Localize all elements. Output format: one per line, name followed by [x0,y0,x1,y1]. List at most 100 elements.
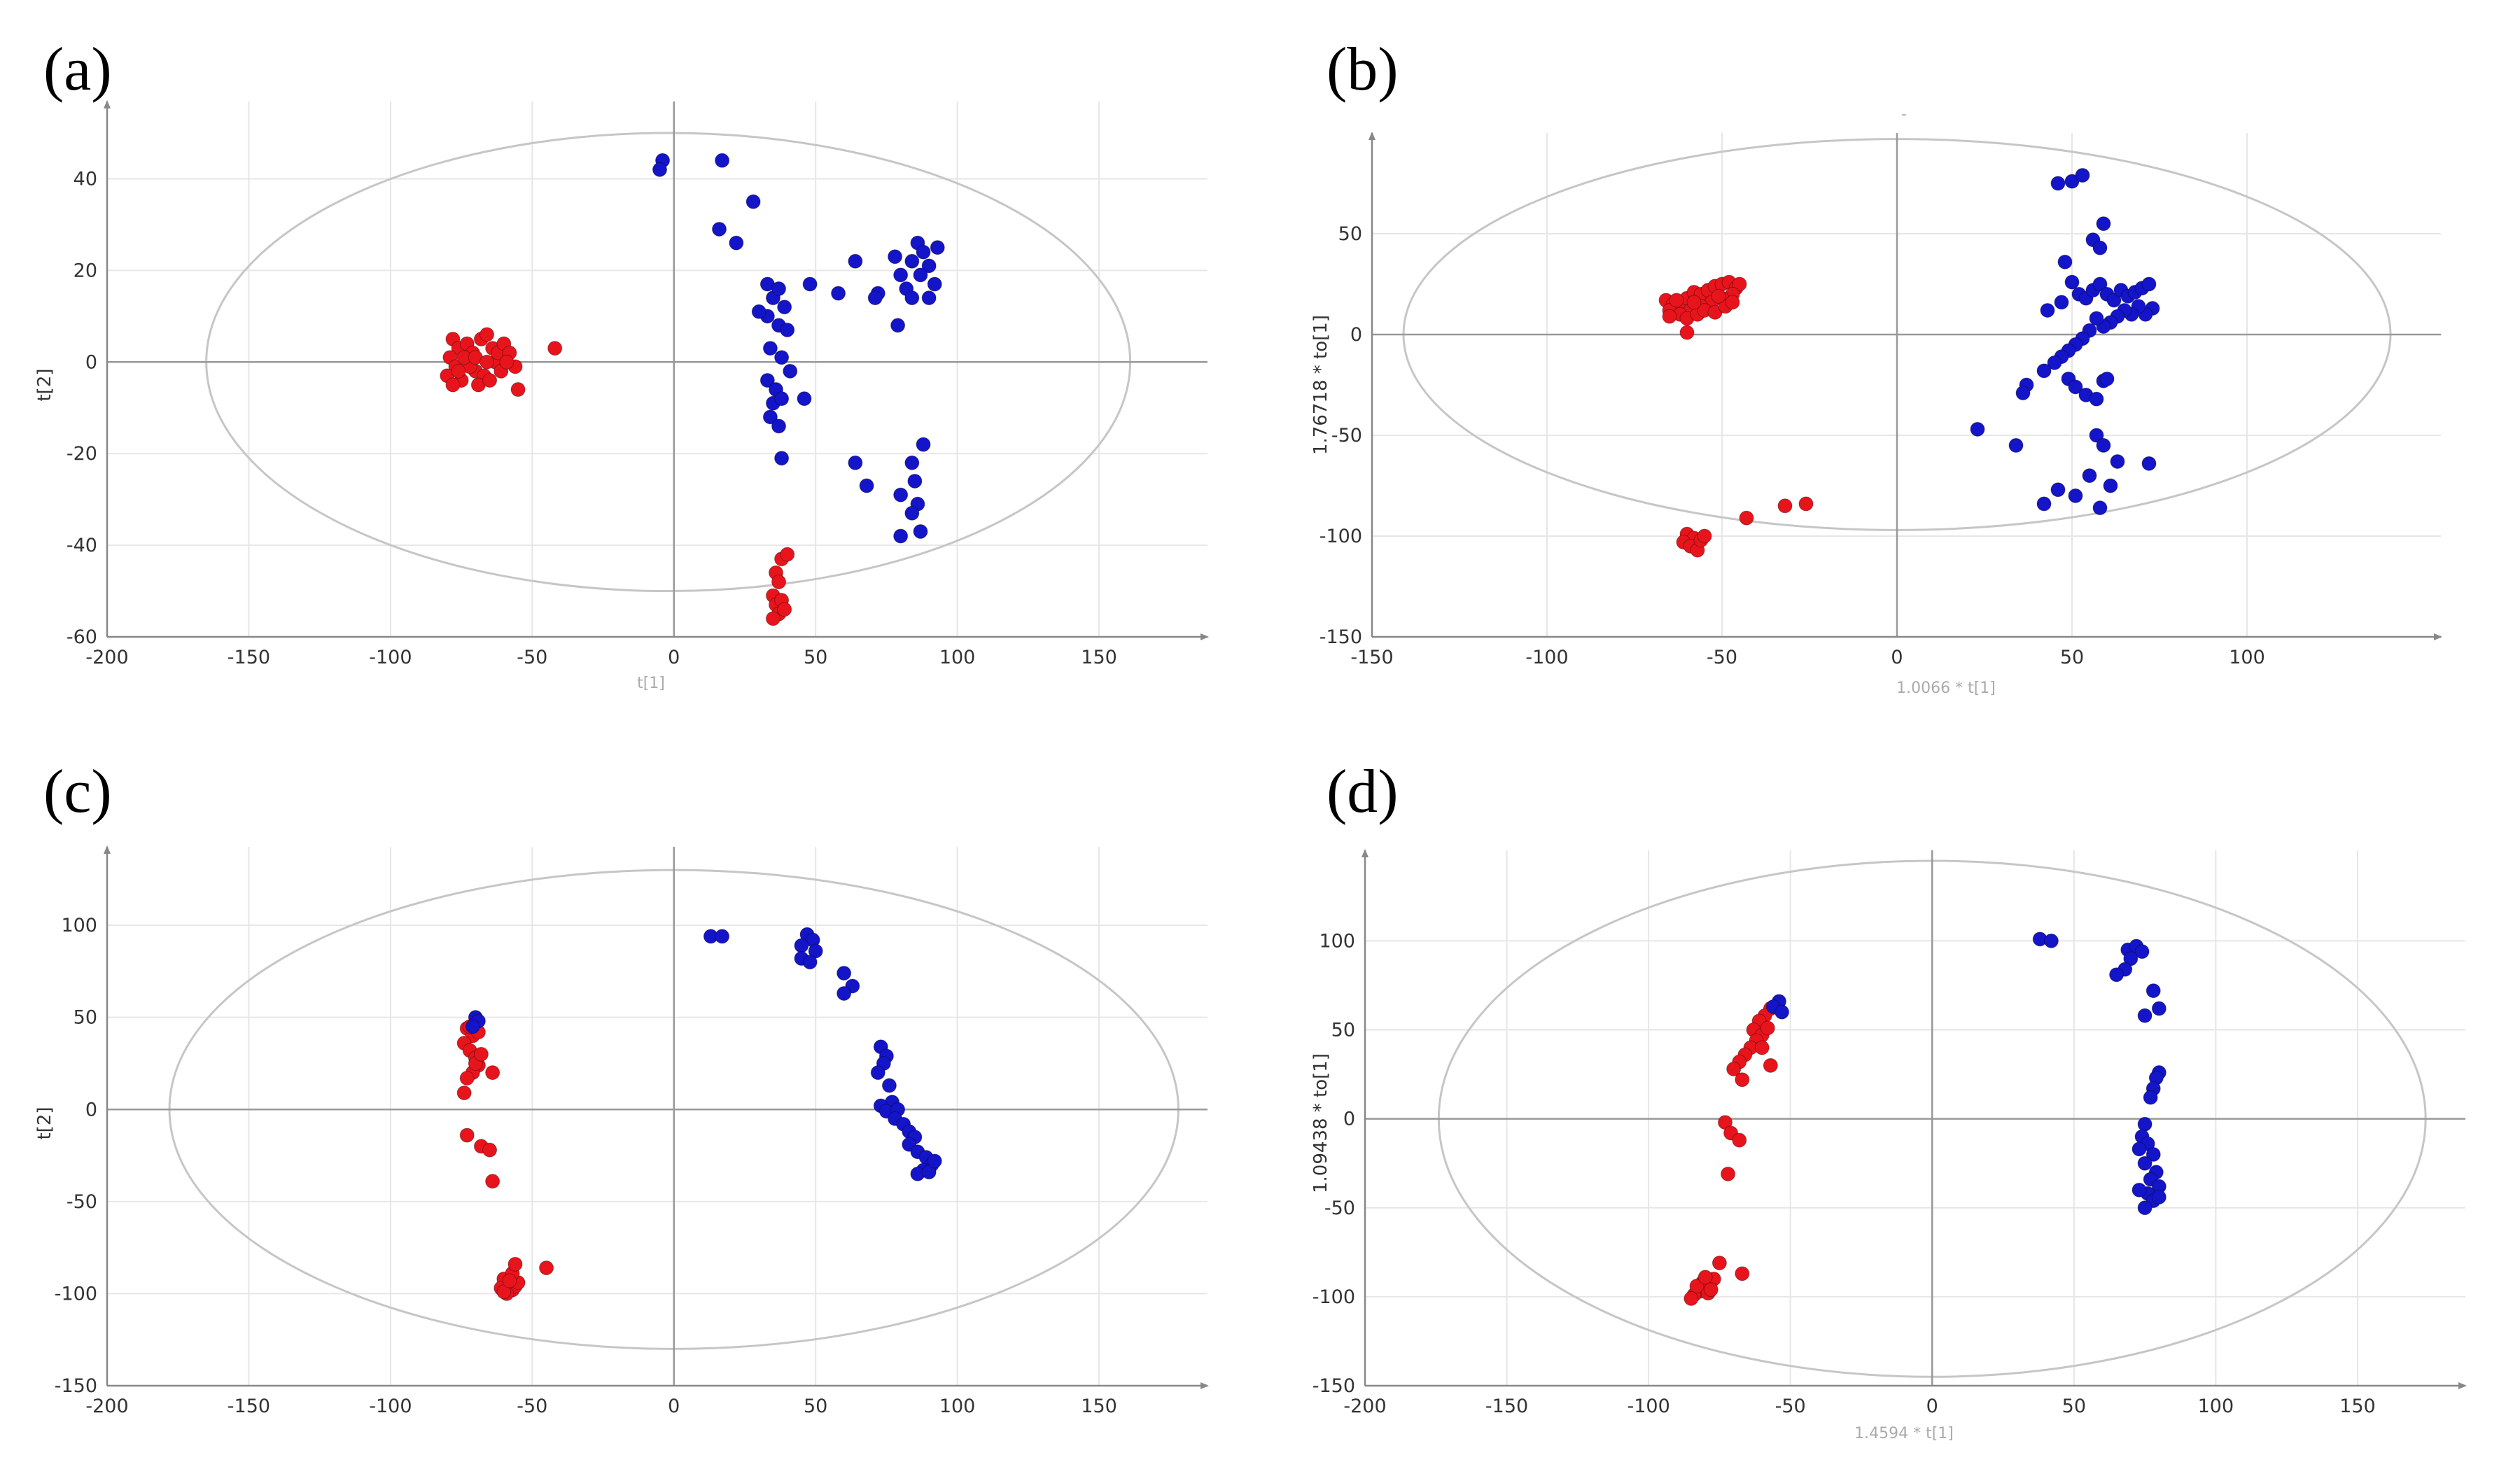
x-tick-label: 150 [1081,1396,1117,1417]
data-point [881,1078,897,1093]
data-point [916,437,931,452]
data-point [2082,468,2097,484]
data-point [2099,371,2115,386]
data-point [2040,302,2055,318]
data-point [1732,276,1747,292]
data-point [777,300,792,315]
data-point [2036,363,2052,379]
data-point [479,354,495,370]
data-point [751,304,766,319]
data-point [859,478,874,493]
data-point [1732,1132,1747,1148]
data-point [1726,1061,1742,1076]
y-tick-label: 50 [74,1007,97,1029]
y-axis-label: 1.09438 * to[1] [1310,1053,1331,1193]
x-tick-label: 0 [668,1396,680,1417]
data-point [510,382,526,398]
x-tick-label: 100 [939,647,976,668]
axis-label-fragment: t[1] [637,675,665,692]
data-point [459,1127,475,1143]
data-point [2141,276,2157,292]
data-point [2064,274,2080,290]
x-tick-label: -50 [517,647,547,668]
data-point [2141,456,2157,471]
data-point [1735,1266,1750,1281]
x-tick-label: -100 [1525,647,1568,668]
data-point [771,574,787,589]
data-point [465,1019,480,1034]
data-point [927,1153,942,1169]
data-point [482,1142,498,1158]
x-tick-label: 150 [2339,1396,2376,1417]
y-tick-label: 100 [61,915,97,936]
data-point [2137,1116,2152,1132]
data-point [888,249,903,265]
data-point [539,1260,554,1276]
data-point [2110,454,2125,469]
panel-letter: (d) [1326,758,1399,826]
data-point [762,409,778,425]
data-point [780,322,795,337]
y-tick-label: 50 [1331,1020,1355,1041]
data-point [746,194,761,209]
y-tick-label: -100 [1320,526,1362,547]
x-tick-label: 100 [2198,1396,2234,1417]
y-tick-label: 0 [85,351,97,373]
data-point [2137,1008,2152,1023]
data-point [2043,933,2059,948]
data-point [2057,254,2073,269]
data-point [904,290,920,306]
data-point [913,523,928,539]
y-tick-label: 100 [1319,930,1355,952]
panel-letter: (b) [1326,36,1399,104]
data-point [2132,1182,2147,1197]
data-point [1739,510,1754,526]
data-point [831,286,846,301]
data-point [867,290,883,306]
series-2 [1970,167,2160,516]
data-point [870,1065,886,1081]
y-tick-label: -40 [66,535,97,556]
x-tick-label: -150 [1350,647,1393,668]
data-point [777,602,792,617]
y-tick-label: -150 [1312,1375,1355,1397]
data-point [2008,437,2024,453]
data-point [451,363,466,379]
data-point [836,966,852,981]
x-tick-label: 100 [2229,647,2265,668]
data-point [712,221,727,237]
x-tick-label: 50 [2062,1396,2086,1417]
series-1 [456,1019,554,1301]
data-point [1669,293,1684,308]
data-point [479,327,495,342]
x-tick-label: -50 [1707,647,1737,668]
data-point [802,276,818,292]
data-point [2047,355,2062,370]
data-point [762,341,778,356]
data-point [2015,386,2031,401]
x-tick-label: 150 [1081,647,1117,668]
data-point [930,240,945,255]
data-point [921,290,937,306]
data-point [904,505,920,521]
data-point [794,938,809,953]
data-point [547,341,563,356]
data-point [760,372,775,388]
x-tick-label: -150 [1485,1396,1528,1417]
y-tick-label: 0 [85,1099,97,1120]
data-point [1679,325,1695,340]
y-tick-label: -20 [66,443,97,465]
data-point [2096,216,2111,232]
axis-label-fragment: - [1901,106,1907,123]
chart-panel-3: (c)-200 -150 -100 -50 0 50 100 150-150-100-5005… [34,758,1209,1417]
y-tick-label: 0 [1343,1109,1355,1130]
data-point [1725,295,1740,310]
panel-letter: (a) [43,36,112,104]
data-point [1711,288,1726,304]
data-point [890,318,906,333]
data-point [729,235,744,251]
y-tick-label: 20 [74,260,97,281]
data-point [2092,240,2108,255]
data-point [1684,1291,1699,1306]
